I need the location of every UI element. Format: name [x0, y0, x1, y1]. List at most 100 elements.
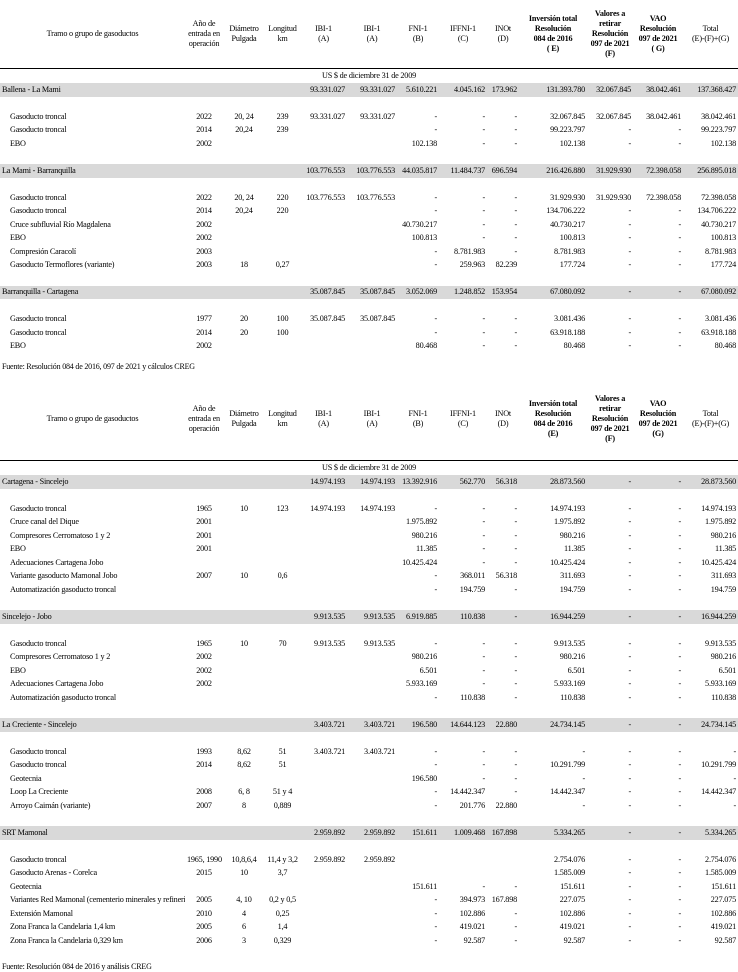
- cell: 16.944.259: [519, 610, 587, 624]
- cell: -: [482, 138, 485, 148]
- cell: -: [514, 692, 517, 702]
- cell: 980.216: [559, 652, 585, 662]
- cell: 4, 10: [236, 895, 252, 905]
- cell: [265, 691, 300, 705]
- cell: -: [434, 638, 437, 648]
- cell: 102.138: [411, 138, 437, 148]
- group-row: Ballena - La Mami 93.331.027 93.331.027 5.6…: [0, 83, 738, 97]
- cell: [185, 285, 223, 299]
- cell: 14.442.347: [550, 787, 585, 797]
- cell: [185, 772, 223, 786]
- cell: [185, 83, 223, 97]
- item-row: Gasoducto troncal 1977 20 100 35.087.845 35.0…: [0, 313, 738, 327]
- spacer: [0, 597, 738, 611]
- cell: 1.009.468: [439, 826, 487, 840]
- cell: 419.021: [459, 922, 485, 932]
- cell: 38.042.461: [701, 111, 736, 121]
- cell: 110.838: [460, 692, 485, 702]
- cell: [300, 786, 347, 800]
- cell: [223, 651, 265, 665]
- column-header: FNI-1 (B): [397, 378, 439, 461]
- cell: 110.838: [711, 692, 736, 702]
- cell: 11.385: [415, 544, 437, 554]
- cell: -: [434, 584, 437, 594]
- cell: -: [678, 881, 681, 891]
- cell: 2001: [196, 544, 212, 554]
- cell: 14.974.193: [360, 503, 395, 513]
- cell: -: [582, 800, 585, 810]
- cell: [347, 218, 397, 232]
- spacer: [0, 151, 738, 165]
- cell: [347, 691, 397, 705]
- cell: [265, 245, 300, 259]
- cell: [223, 245, 265, 259]
- cell: [300, 218, 347, 232]
- cell: 2014: [196, 327, 212, 337]
- cell: 22.880: [495, 800, 518, 810]
- cell: -: [678, 854, 681, 864]
- cell: 2015: [196, 868, 212, 878]
- cell: 11,4 y 3,2: [267, 854, 298, 864]
- cell: [347, 759, 397, 773]
- cell: -: [678, 246, 681, 256]
- cell: 2002: [196, 341, 212, 351]
- cell: 72.398.058: [633, 164, 683, 178]
- cell: 92.587: [563, 935, 586, 945]
- spacer-row: [0, 97, 738, 111]
- cell: -: [678, 935, 681, 945]
- cell: 10.291.799: [701, 760, 736, 770]
- cell: 2014: [196, 125, 212, 135]
- cell: 14.442.347: [701, 787, 736, 797]
- cell: [265, 340, 300, 354]
- cell: Adecuaciones Cartagena Jobo: [10, 679, 104, 689]
- cell: 394.973: [459, 895, 485, 905]
- cell: 2.959.892: [347, 826, 397, 840]
- cell: -: [628, 800, 631, 810]
- cell: 63.918.188: [550, 327, 585, 337]
- cell: -: [587, 826, 633, 840]
- cell: -: [678, 544, 681, 554]
- cell: 196.580: [411, 773, 437, 783]
- cell: 177.724: [559, 260, 585, 270]
- cell: -: [514, 341, 517, 351]
- cell: -: [482, 517, 485, 527]
- cell: 173.962: [487, 83, 519, 97]
- spacer-row: [0, 732, 738, 746]
- cell: 2.959.892: [364, 854, 395, 864]
- cell: 259.963: [459, 260, 485, 270]
- cell: -: [514, 246, 517, 256]
- cell: 2022: [196, 111, 212, 121]
- cell: [300, 759, 347, 773]
- cell: [265, 285, 300, 299]
- cell: -: [733, 773, 736, 783]
- cell: -: [514, 881, 517, 891]
- cell: -: [628, 517, 631, 527]
- cell: -: [628, 219, 631, 229]
- cell: -: [678, 746, 681, 756]
- cell: -: [628, 138, 631, 148]
- cell: [300, 543, 347, 557]
- cell: 80.468: [415, 341, 438, 351]
- cell: 1.975.892: [554, 517, 585, 527]
- cell: 14.974.193: [701, 503, 736, 513]
- cell: -: [628, 868, 631, 878]
- units-label: US $ de diciembre 31 de 2009: [322, 71, 416, 80]
- cell: 419.021: [559, 922, 585, 932]
- cell: Gasoducto troncal: [10, 503, 67, 513]
- column-header: Diámetro Pulgada: [223, 0, 265, 69]
- cell: -: [514, 652, 517, 662]
- cell: 31.929.930: [587, 164, 633, 178]
- cell: [347, 921, 397, 935]
- item-row: EBO 2002 6.501 - - 6.501 - - 6.501: [0, 664, 738, 678]
- cell: 8.781.983: [554, 246, 585, 256]
- cell: 102.138: [559, 138, 585, 148]
- cell: 40.730.217: [402, 219, 437, 229]
- cell: 38.042.461: [646, 111, 681, 121]
- table-block: Tramo o grupo de gasoductos Año de entrad…: [0, 378, 738, 948]
- cell: 102.138: [710, 138, 736, 148]
- cell: 153.954: [487, 285, 519, 299]
- cell: -: [587, 718, 633, 732]
- cell: 102.886: [710, 908, 736, 918]
- cell: -: [678, 800, 681, 810]
- cell: -: [514, 314, 517, 324]
